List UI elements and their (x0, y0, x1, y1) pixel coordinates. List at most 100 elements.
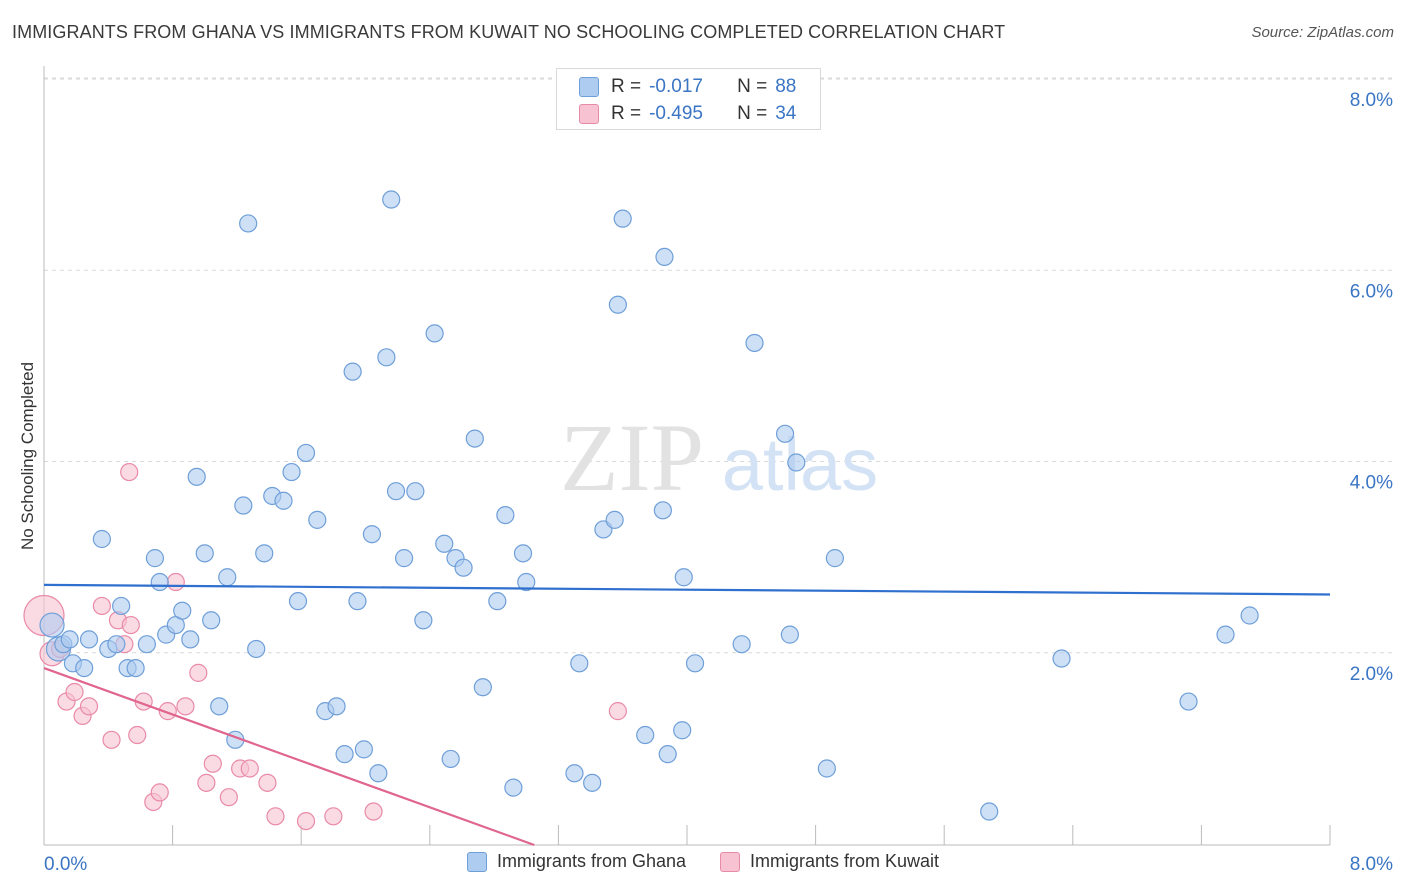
stats-row-kuwait: R = -0.495 N = 34 (579, 101, 796, 127)
ghana-point (504, 778, 523, 797)
y-tick-label: 2.0% (1350, 664, 1393, 685)
ghana-point (674, 568, 693, 587)
ghana-point (565, 764, 584, 783)
ghana-point (173, 601, 192, 620)
y-tick-label: 4.0% (1350, 473, 1393, 494)
ghana-point (107, 635, 126, 654)
kuwait-swatch (579, 104, 599, 124)
kuwait-point (121, 615, 140, 635)
ghana-point (394, 549, 414, 568)
ghana-point (1240, 606, 1259, 625)
n-value: 88 (775, 76, 797, 97)
ghana-points (39, 190, 1259, 821)
ghana-point (247, 639, 266, 659)
ghana-point (181, 630, 200, 649)
kuwait-point (150, 783, 169, 802)
ghana-point (112, 596, 131, 616)
ghana-point (362, 525, 382, 544)
ghana-point (274, 491, 293, 510)
legend-item-kuwait[interactable]: Immigrants from Kuwait (720, 851, 939, 872)
ghana-point (414, 611, 433, 630)
ghana-point (583, 773, 602, 792)
watermark: ZIP atlas (560, 404, 878, 511)
ghana-point (377, 348, 396, 367)
kuwait-point (166, 572, 185, 592)
ghana-point (513, 544, 533, 563)
legend-label-ghana: Immigrants from Ghana (496, 851, 686, 871)
ghana-point (441, 749, 460, 769)
ghana-point (473, 678, 492, 697)
ghana-point (685, 654, 705, 673)
grid-layer (44, 77, 1395, 654)
ghana-point (570, 654, 589, 673)
ghana-point (150, 572, 169, 592)
x-tick-label: 0.0% (44, 854, 87, 875)
ghana-point (145, 549, 165, 568)
ghana-point (673, 721, 692, 740)
ghana-point (780, 625, 799, 644)
ghana-point (327, 697, 346, 716)
ghana-point (343, 362, 362, 381)
kuwait-point (176, 697, 195, 716)
legend-label-kuwait: Immigrants from Kuwait (750, 851, 940, 871)
ghana-point (1216, 625, 1235, 644)
kuwait-trend-line (43, 667, 535, 847)
stats-row-ghana: R = -0.017 N = 88 (579, 74, 796, 100)
ghana-point (79, 630, 99, 649)
ghana-legend-swatch (466, 851, 487, 872)
ghana-point (653, 501, 672, 520)
kuwait-point (92, 596, 111, 616)
kuwait-point (203, 754, 222, 773)
ghana-point (126, 658, 145, 678)
ghana-point (517, 572, 536, 592)
tick-labels: 2.0% 4.0% 6.0% 8.0% 0.0% 8.0% (44, 90, 1393, 875)
n-label: N = (737, 103, 768, 124)
y-tick-label: 8.0% (1350, 90, 1393, 111)
ghana-swatch (579, 77, 599, 97)
ghana-point (817, 759, 836, 778)
kuwait-point (608, 702, 627, 721)
ghana-point (234, 496, 253, 515)
legend-item-ghana[interactable]: Immigrants from Ghana (466, 851, 686, 872)
ghana-point (732, 635, 751, 654)
ghana-point (496, 505, 515, 525)
trend-lines (43, 583, 1331, 847)
r-value: -0.495 (649, 103, 703, 124)
n-label: N = (737, 76, 768, 97)
ghana-point (335, 745, 354, 764)
ghana-point (187, 467, 206, 486)
r-label: R = (611, 103, 642, 124)
ghana-point (655, 247, 674, 267)
y-tick-label: 6.0% (1350, 281, 1393, 302)
ghana-trend-line (43, 583, 1331, 596)
ghana-point (636, 725, 655, 745)
ghana-point (218, 568, 237, 587)
kuwait-point (258, 773, 277, 792)
ghana-point (465, 429, 484, 448)
ghana-point (282, 462, 301, 482)
series-legend: Immigrants from Ghana Immigrants from Ku… (0, 851, 1406, 872)
ghana-point (239, 214, 258, 233)
r-value: -0.017 (649, 76, 703, 97)
kuwait-legend-swatch (720, 851, 740, 872)
ghana-point (369, 764, 388, 783)
ghana-point (435, 534, 454, 553)
x-tick-label: 8.0% (1350, 854, 1393, 875)
kuwait-point (197, 773, 216, 792)
kuwait-point (324, 807, 343, 826)
ghana-point (202, 611, 221, 630)
chart-title: IMMIGRANTS FROM GHANA VS IMMIGRANTS FROM… (12, 22, 1006, 42)
ghana-point (39, 612, 65, 638)
ghana-point (92, 529, 111, 549)
ghana-point (488, 592, 507, 611)
ghana-point (75, 658, 94, 678)
ghana-point (825, 549, 844, 568)
ghana-point (605, 510, 624, 529)
ghana-point (255, 544, 274, 563)
ghana-point (137, 635, 156, 654)
ghana-point (354, 740, 373, 759)
kuwait-point (120, 462, 139, 482)
source-label: Source: ZipAtlas.com (1251, 24, 1394, 41)
r-label: R = (611, 76, 642, 97)
